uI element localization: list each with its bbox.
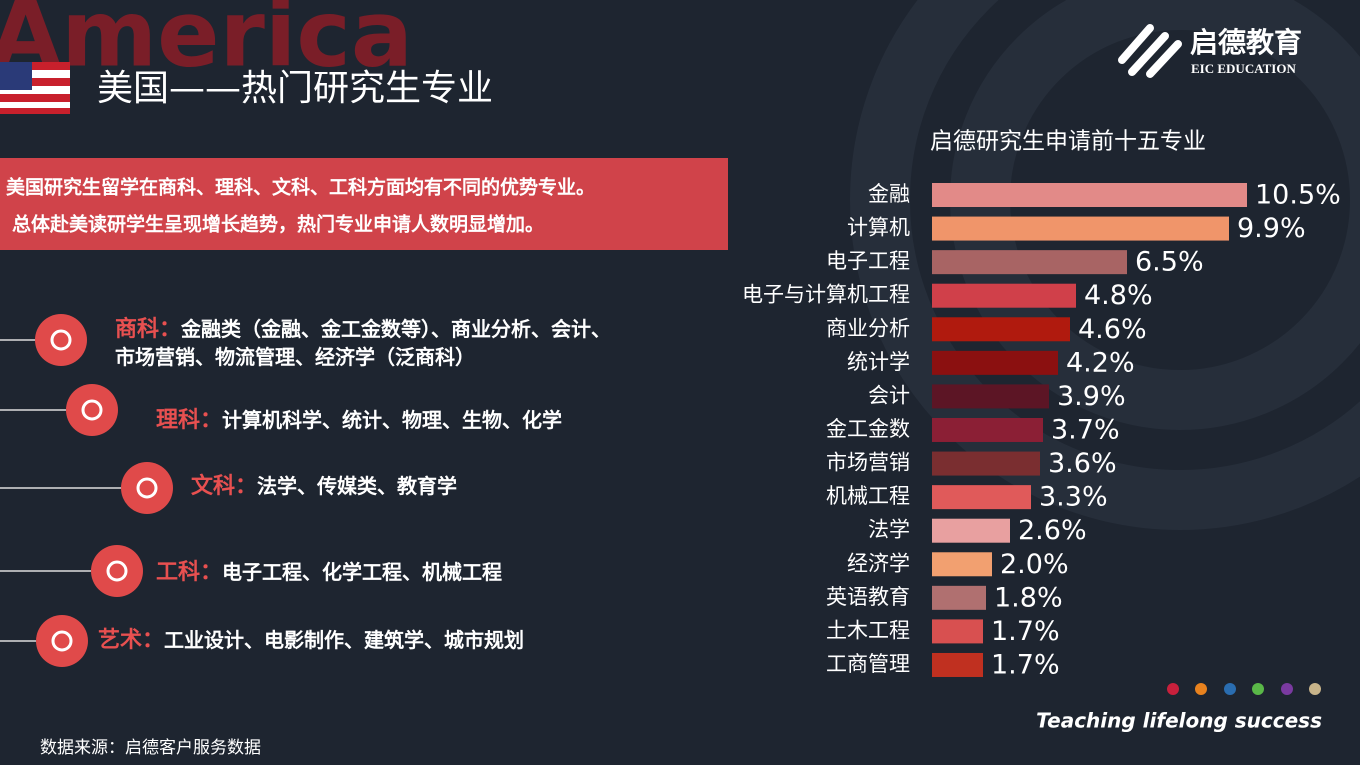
banner-text: 总体赴美读研学生呈现增长趋势，热门专业申请人数明显增加。 <box>12 213 544 236</box>
category-label: 商业分析 <box>826 316 910 340</box>
bar <box>932 350 1058 375</box>
category-label: 统计学 <box>847 350 910 374</box>
bar <box>932 451 1040 476</box>
subject-label: 理科： <box>156 408 222 433</box>
subject-desc: 计算机科学、统计、物理、生物、化学 <box>222 408 562 432</box>
category-label: 法学 <box>868 518 910 542</box>
subject-label: 文科： <box>191 473 257 499</box>
category-label: 土木工程 <box>826 618 910 642</box>
bar <box>932 384 1049 409</box>
subject-text: 艺术：工业设计、电影制作、建筑学、城市规划 <box>98 627 524 653</box>
category-label: 会计 <box>868 383 910 407</box>
source: 数据来源：启德客户服务数据 <box>40 738 261 758</box>
category-label: 计算机 <box>847 216 910 240</box>
value-label: 1.7% <box>991 616 1060 647</box>
value-label: 3.7% <box>1051 414 1120 445</box>
value-label: 4.6% <box>1078 314 1147 345</box>
category-label: 机械工程 <box>826 484 910 508</box>
value-label: 3.9% <box>1057 381 1126 412</box>
subject-text: 工科：电子工程、化学工程、机械工程 <box>156 560 502 586</box>
subject-desc: 法学、传媒类、教育学 <box>257 474 457 498</box>
category-label: 经济学 <box>847 551 910 575</box>
subject-desc: 金融类（金融、金工金数等）、商业分析、会计、 <box>180 317 611 341</box>
value-label: 2.6% <box>1018 515 1087 546</box>
bar <box>932 518 1010 543</box>
value-label: 6.5% <box>1135 247 1204 278</box>
category-label: 市场营销 <box>826 451 910 475</box>
value-label: 1.8% <box>994 582 1063 613</box>
subject-icon <box>66 384 118 436</box>
chart-title: 启德研究生申请前十五专业 <box>930 129 1206 155</box>
subject-label: 艺术： <box>98 627 164 653</box>
slogan: Teaching lifelong success <box>1036 709 1322 733</box>
subject-text: 文科：法学、传媒类、教育学 <box>191 473 457 499</box>
subject-icon <box>36 615 88 667</box>
subject-icon-inner <box>106 560 128 582</box>
logo: 启德教育 EIC EDUCATION <box>1118 24 1302 78</box>
value-label: 4.2% <box>1066 347 1135 378</box>
subject-desc: 电子工程、化学工程、机械工程 <box>222 560 502 584</box>
value-label: 9.9% <box>1237 213 1306 244</box>
subject-text: 理科：计算机科学、统计、物理、生物、化学 <box>156 408 562 434</box>
value-label: 1.7% <box>991 649 1060 680</box>
subject-icon-inner <box>51 630 73 652</box>
bar <box>932 619 983 644</box>
bar <box>932 552 992 577</box>
subject-label: 商科： <box>115 316 181 342</box>
banner-text: 美国研究生留学在商科、理科、文科、工科方面均有不同的优势专业。 <box>6 176 595 199</box>
value-label: 4.8% <box>1084 280 1153 311</box>
subject-icon-inner <box>81 399 103 421</box>
subject-icon-inner <box>136 477 158 499</box>
color-dots <box>1167 683 1321 695</box>
bar <box>932 283 1076 308</box>
title: 美国——热门研究生专业 <box>97 68 493 109</box>
bar <box>932 652 983 677</box>
subject-icon <box>91 545 143 597</box>
subject-desc: 工业设计、电影制作、建筑学、城市规划 <box>164 628 524 652</box>
category-label: 工商管理 <box>826 652 910 676</box>
subject-text: 市场营销、物流管理、经济学（泛商科） <box>115 345 475 369</box>
value-label: 2.0% <box>1000 549 1069 580</box>
bar <box>932 216 1229 241</box>
bar <box>932 183 1247 207</box>
flag <box>0 62 70 114</box>
bar <box>932 317 1070 342</box>
value-label: 3.3% <box>1039 482 1108 513</box>
value-label: 3.6% <box>1048 448 1117 479</box>
category-label: 金融 <box>868 182 910 206</box>
logo-name: 启德教育 <box>1190 26 1302 59</box>
value-label: 10.5% <box>1255 180 1341 211</box>
bar <box>932 585 986 610</box>
logo-sub: EIC EDUCATION <box>1191 61 1296 76</box>
category-label: 电子与计算机工程 <box>742 283 910 307</box>
banner <box>0 158 728 250</box>
bar <box>932 417 1043 442</box>
subject-icon-inner <box>50 329 72 351</box>
category-label: 金工金数 <box>826 417 910 441</box>
bar <box>932 485 1031 510</box>
category-label: 电子工程 <box>826 249 910 273</box>
category-label: 英语教育 <box>826 585 910 609</box>
bar <box>932 250 1127 275</box>
subject-label: 工科： <box>156 560 222 585</box>
subject-icon <box>35 314 87 366</box>
subject-text: 商科：金融类（金融、金工金数等）、商业分析、会计、 <box>115 316 611 342</box>
subject-icon <box>121 462 173 514</box>
subject-desc: 市场营销、物流管理、经济学（泛商科） <box>115 345 475 369</box>
